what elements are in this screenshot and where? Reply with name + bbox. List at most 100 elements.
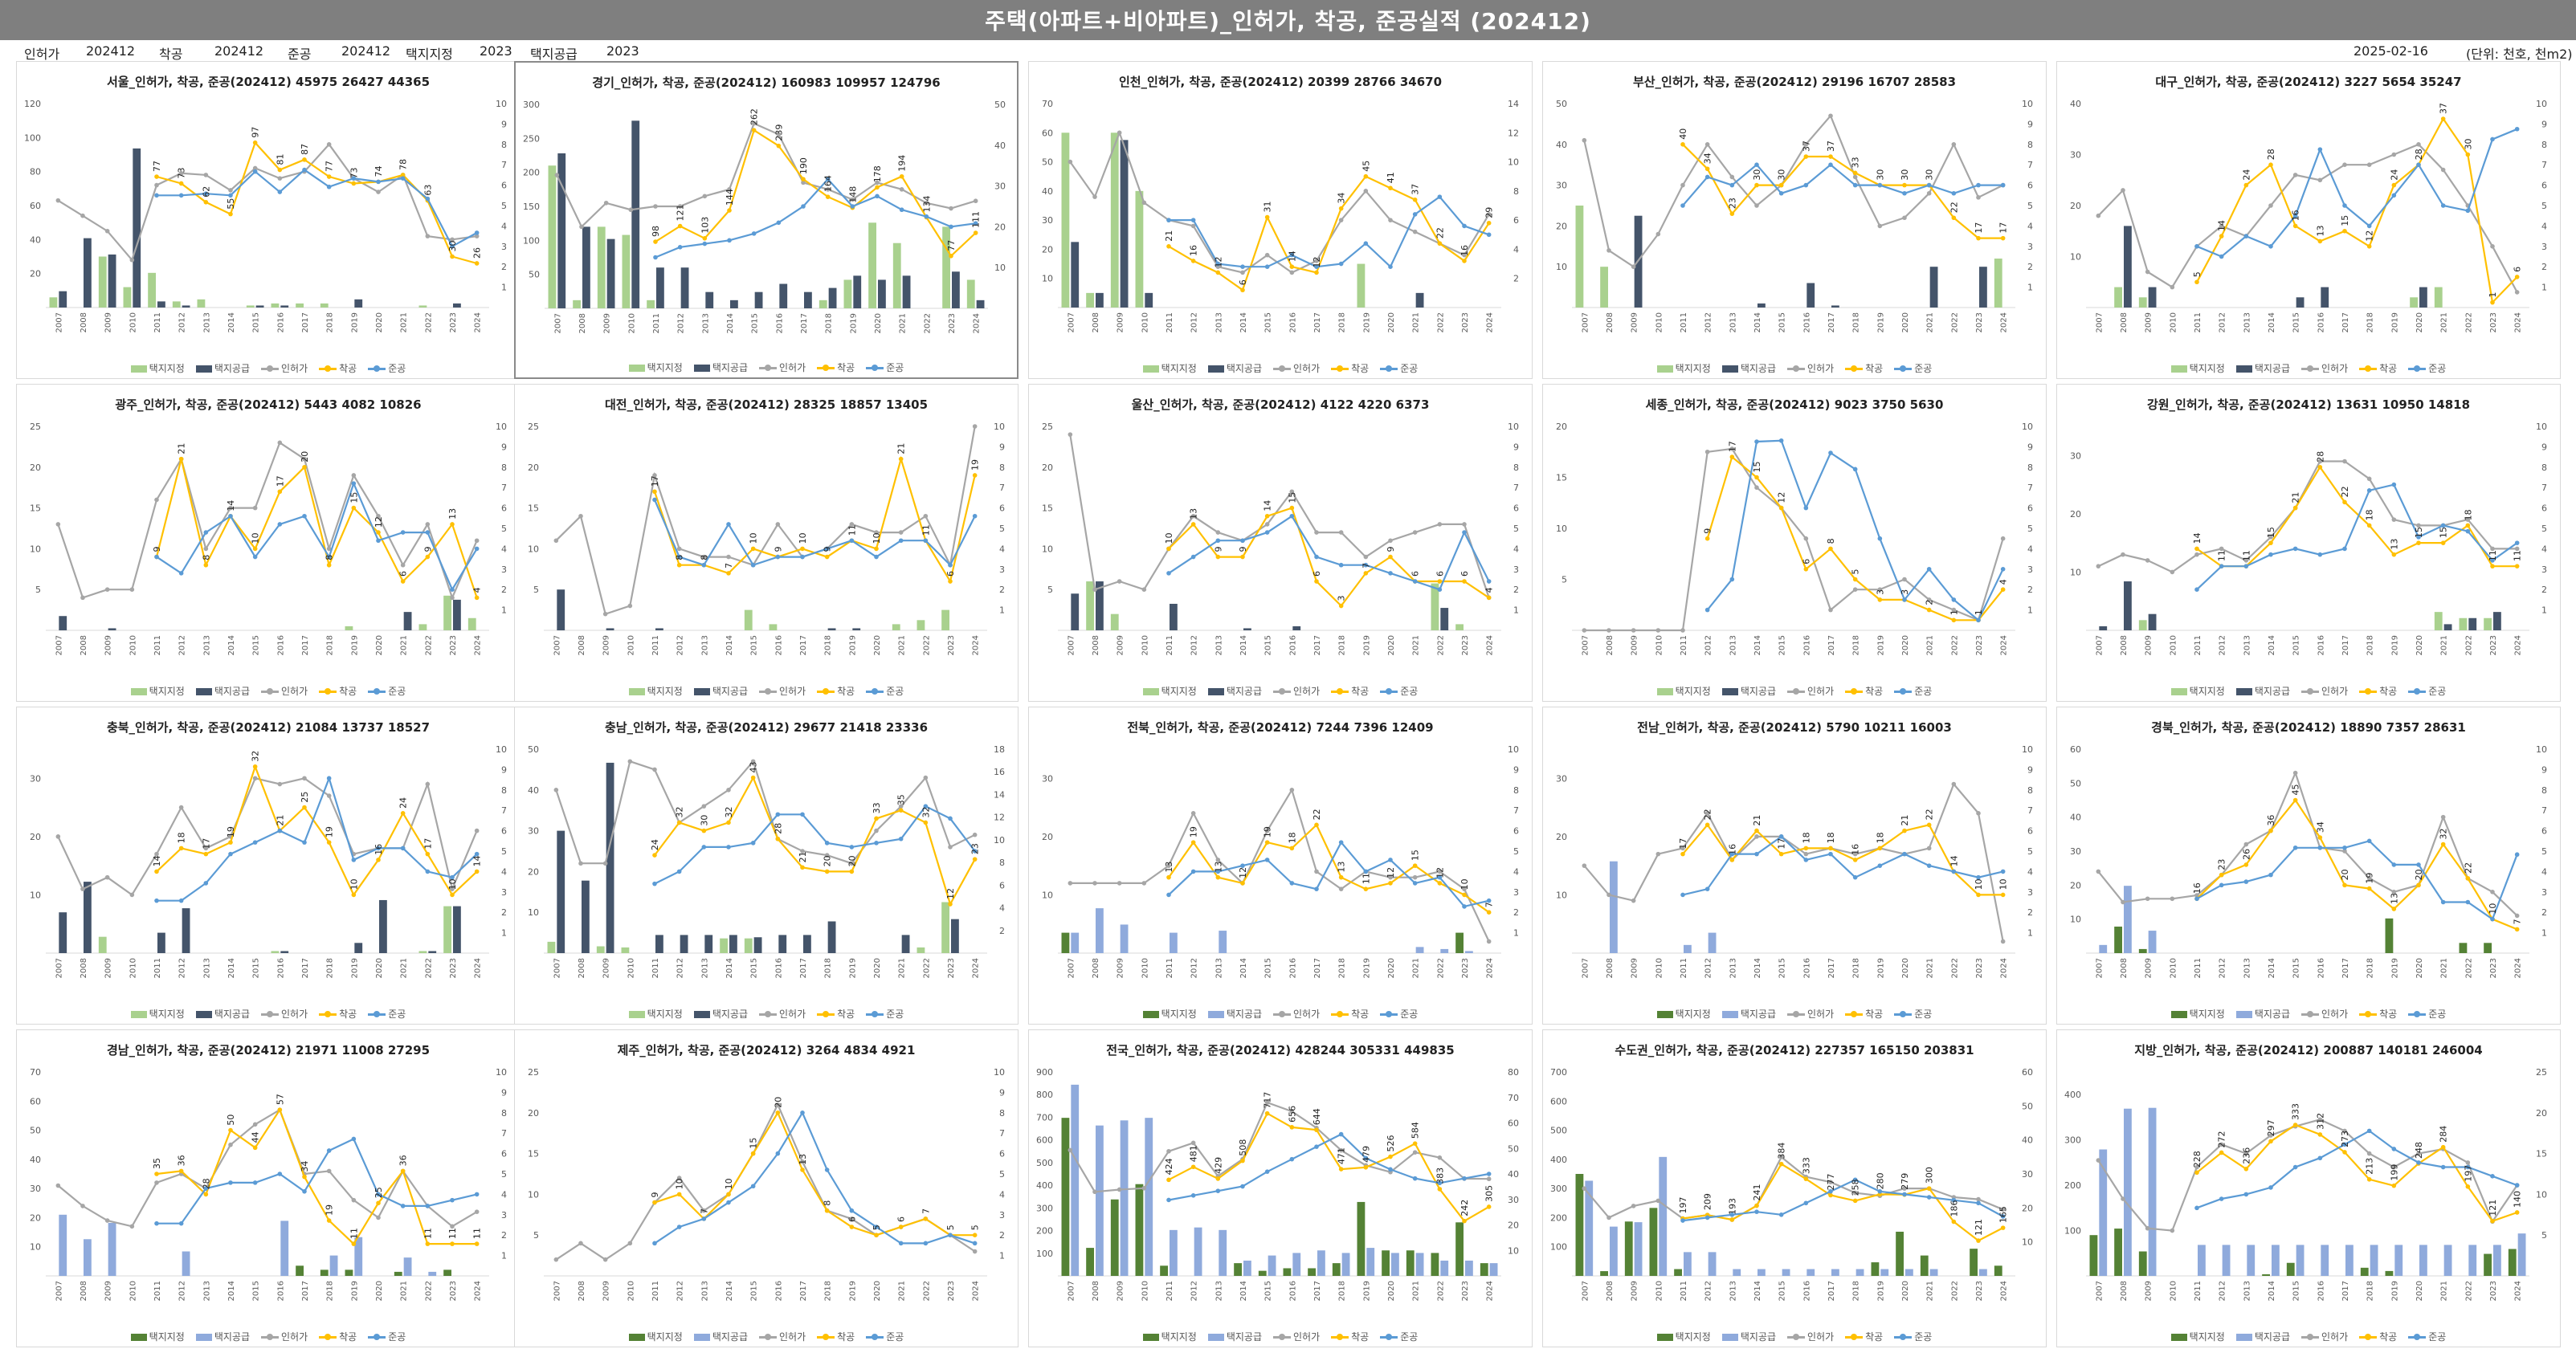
line-start-point bbox=[2342, 499, 2347, 505]
line-start-point bbox=[1877, 597, 1883, 602]
legend-start: 착공 bbox=[817, 361, 855, 374]
line-complete-point bbox=[2391, 482, 2397, 487]
x-tick-label: 2014 bbox=[227, 1281, 236, 1301]
x-tick-label: 2015 bbox=[750, 1281, 759, 1301]
x-tick-label: 2010 bbox=[2169, 635, 2178, 655]
y2-tick-label: 2 bbox=[1513, 907, 1519, 918]
bar-designation bbox=[1575, 206, 1584, 308]
x-tick-label: 2019 bbox=[2390, 958, 2399, 978]
chart-panel-17[interactable]: 전국_인허가, 착공, 준공(202412) 428244 305331 449… bbox=[1028, 1029, 1533, 1347]
legend-supply: 택지공급 bbox=[195, 684, 250, 698]
chart-panel-9[interactable]: 강원_인허가, 착공, 준공(202412) 13631 10950 14818… bbox=[2056, 384, 2561, 702]
chart-title: 경남_인허가, 착공, 준공(202412) 21971 11008 27295 bbox=[106, 1043, 431, 1057]
data-label-start: 18 bbox=[1801, 832, 1811, 843]
legend-start-label: 착공 bbox=[2379, 1009, 2398, 1020]
chart-panel-15[interactable]: 경남_인허가, 착공, 준공(202412) 21971 11008 27295… bbox=[16, 1029, 521, 1347]
bar-designation bbox=[1086, 1248, 1094, 1276]
data-label-start: 22 bbox=[2340, 486, 2350, 497]
line-permit-point bbox=[2440, 814, 2446, 820]
x-tick-label: 2020 bbox=[1901, 312, 1910, 332]
chart-panel-5[interactable]: 광주_인허가, 착공, 준공(202412) 5443 4082 10826 5 1… bbox=[16, 384, 521, 702]
line-complete-point bbox=[326, 1148, 332, 1153]
y2-tick-label: 10 bbox=[994, 1067, 1005, 1078]
line-permit-point bbox=[1215, 858, 1221, 862]
y-tick-label: 20 bbox=[528, 463, 539, 473]
line-complete-point bbox=[450, 244, 455, 249]
x-tick-label: 2014 bbox=[227, 312, 236, 332]
line-complete-point bbox=[1976, 874, 1981, 880]
line-complete-point bbox=[1363, 869, 1369, 874]
line-complete-point bbox=[1778, 834, 1784, 839]
line-permit-point bbox=[2490, 546, 2495, 552]
data-label-start: 11 bbox=[2488, 550, 2498, 561]
line-permit-point bbox=[677, 204, 683, 209]
y2-tick-label: 4 bbox=[999, 544, 1005, 554]
data-label-start: 18 bbox=[1826, 832, 1836, 843]
line-complete-point bbox=[1754, 1209, 1759, 1214]
data-label-start: 22 bbox=[1925, 809, 1935, 820]
data-label-start: 10 bbox=[724, 1178, 734, 1189]
x-tick-label: 2018 bbox=[2366, 635, 2375, 655]
data-label-start: 11 bbox=[2241, 550, 2251, 561]
chart-panel-10[interactable]: 충북_인허가, 착공, 준공(202412) 21084 13737 18527… bbox=[16, 707, 521, 1025]
legend-start-label: 착공 bbox=[837, 1331, 855, 1343]
chart-panel-19[interactable]: 지방_인허가, 착공, 준공(202412) 200887 140181 246… bbox=[2056, 1029, 2561, 1347]
data-label-start: 12 bbox=[2365, 230, 2375, 242]
chart-panel-3[interactable]: 부산_인허가, 착공, 준공(202412) 29196 16707 28583… bbox=[1542, 61, 2047, 379]
bar-supply bbox=[1120, 1120, 1129, 1276]
legend-supply: 택지공급 bbox=[693, 361, 748, 374]
line-complete-point bbox=[2416, 862, 2421, 867]
line-permit-point bbox=[726, 788, 731, 793]
chart-panel-7[interactable]: 울산_인허가, 착공, 준공(202412) 4122 4220 6373 5 10… bbox=[1028, 384, 1533, 702]
chart-panel-12[interactable]: 전북_인허가, 착공, 준공(202412) 7244 7396 12409 10… bbox=[1028, 707, 1533, 1025]
legend-complete-marker bbox=[368, 365, 386, 372]
bar-designation bbox=[271, 951, 280, 953]
bar-supply bbox=[1855, 1269, 1864, 1276]
chart-panel-6[interactable]: 대전_인허가, 착공, 준공(202412) 28325 18857 13405… bbox=[514, 384, 1019, 702]
y-tick-label: 10 bbox=[2070, 915, 2081, 925]
line-permit-point bbox=[973, 198, 978, 204]
legend-designation-label: 택지지정 bbox=[149, 1331, 185, 1343]
x-tick-label: 2021 bbox=[1412, 1281, 1421, 1301]
chart-panel-13[interactable]: 전남_인허가, 착공, 준공(202412) 5790 10211 16003 1… bbox=[1542, 707, 2047, 1025]
legend-supply-label: 택지공급 bbox=[1740, 363, 1777, 374]
legend-start: 착공 bbox=[817, 684, 855, 698]
line-start-point bbox=[1437, 579, 1443, 584]
x-tick-label: 2013 bbox=[2243, 1281, 2251, 1301]
x-tick-label: 2021 bbox=[2440, 635, 2449, 655]
line-permit-point bbox=[326, 142, 332, 147]
x-tick-label: 2013 bbox=[1215, 958, 1223, 978]
line-complete-point bbox=[351, 176, 357, 181]
line-permit-point bbox=[2366, 162, 2372, 167]
bar-designation bbox=[2138, 620, 2147, 630]
legend-supply-label: 택지공급 bbox=[712, 1331, 749, 1343]
line-permit-point bbox=[1314, 259, 1319, 263]
line-permit-point bbox=[1068, 159, 1073, 165]
x-tick-label: 2009 bbox=[104, 312, 113, 332]
chart-panel-14[interactable]: 경북_인허가, 착공, 준공(202412) 18890 7357 28631 1… bbox=[2056, 707, 2561, 1025]
line-complete-point bbox=[2440, 203, 2446, 208]
line-permit-point bbox=[1951, 607, 1957, 613]
line-complete bbox=[1169, 195, 1490, 269]
x-tick-label: 2016 bbox=[276, 635, 285, 655]
chart-panel-1[interactable]: 경기_인허가, 착공, 준공(202412) 160983 109957 124… bbox=[514, 61, 1019, 379]
bar-supply bbox=[853, 275, 862, 308]
y-tick-label: 20 bbox=[30, 832, 41, 842]
chart-panel-11[interactable]: 충남_인허가, 착공, 준공(202412) 29677 21418 23336… bbox=[514, 707, 1019, 1025]
chart-panel-8[interactable]: 세종_인허가, 착공, 준공(202412) 9023 3750 5630 5 10… bbox=[1542, 384, 2047, 702]
bar-designation bbox=[443, 1269, 451, 1276]
chart-panel-2[interactable]: 인천_인허가, 착공, 준공(202412) 20399 28766 34670… bbox=[1028, 61, 1533, 379]
chart-panel-16[interactable]: 제주_인허가, 착공, 준공(202412) 3264 4834 4921 5 10… bbox=[514, 1029, 1019, 1347]
chart-panel-4[interactable]: 대구_인허가, 착공, 준공(202412) 3227 5654 35247 10… bbox=[2056, 61, 2561, 379]
bar-supply bbox=[1096, 1125, 1104, 1276]
chart-panel-0[interactable]: 서울_인허가, 착공, 준공(202412) 45975 26427 44365… bbox=[16, 61, 521, 379]
x-tick-label: 2012 bbox=[1704, 1281, 1713, 1301]
y2-tick-label: 5 bbox=[2541, 201, 2547, 211]
line-permit-point bbox=[80, 886, 85, 891]
chart-panel-18[interactable]: 수도권_인허가, 착공, 준공(202412) 227357 165150 20… bbox=[1542, 1029, 2047, 1347]
y-tick-label: 25 bbox=[1042, 422, 1053, 432]
x-tick-label: 2023 bbox=[1461, 312, 1470, 332]
line-permit bbox=[1583, 782, 2004, 942]
bar-supply bbox=[1120, 924, 1129, 953]
y2-tick-label: 7 bbox=[501, 1128, 507, 1139]
